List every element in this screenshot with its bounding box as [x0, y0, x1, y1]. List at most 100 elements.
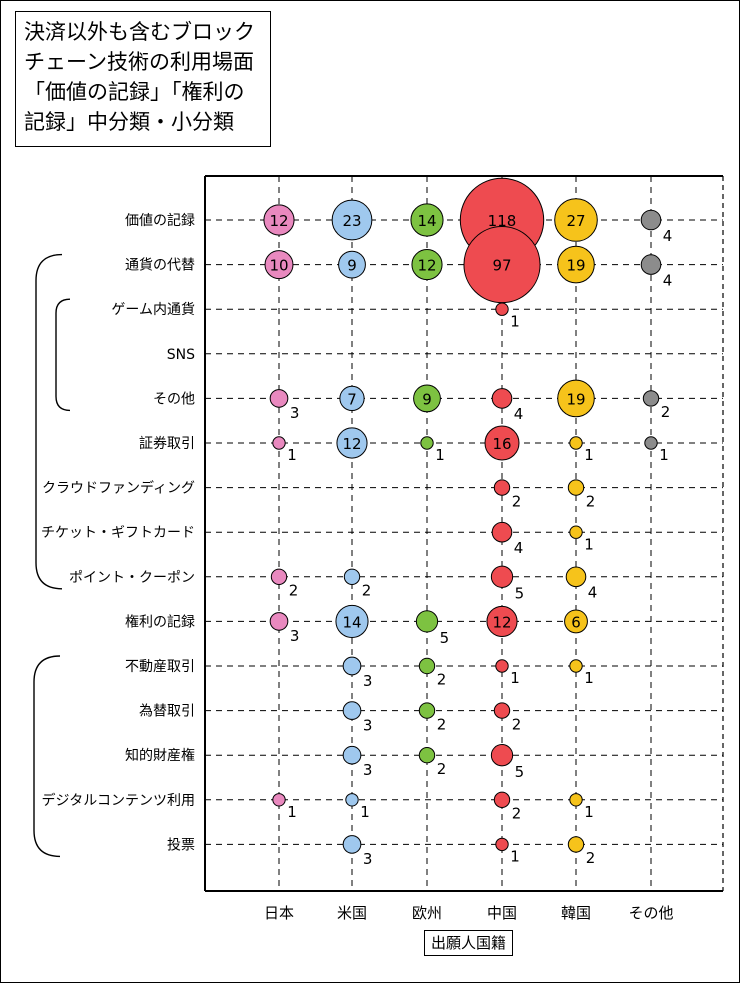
- data-bubble: [272, 793, 286, 807]
- data-bubble: [342, 656, 362, 676]
- data-label: 5: [440, 629, 450, 647]
- data-label: 1: [360, 803, 370, 821]
- data-label: 27: [566, 212, 585, 230]
- data-label: 23: [342, 212, 361, 230]
- data-label: 1: [659, 446, 669, 464]
- x-tick-label: 欧州: [412, 904, 442, 922]
- y-tick-label: 通貨の代替: [125, 257, 195, 274]
- data-bubble: [486, 605, 518, 637]
- data-label: 97: [492, 257, 511, 275]
- data-label: 2: [586, 849, 596, 867]
- data-bubble: [263, 204, 295, 236]
- data-bubble: [569, 659, 583, 673]
- data-bubble: [640, 209, 662, 231]
- data-bubble: [565, 566, 587, 588]
- data-label: 12: [417, 257, 436, 275]
- data-bubble: [644, 436, 658, 450]
- data-bubble: [493, 791, 511, 808]
- data-label: 12: [269, 212, 288, 230]
- data-bubble: [411, 249, 443, 281]
- data-bubble: [418, 657, 436, 675]
- data-bubble: [270, 568, 288, 585]
- data-label: 2: [512, 492, 522, 510]
- y-tick-label: 権利の記録: [125, 613, 195, 630]
- x-tick-label: 韓国: [561, 904, 591, 922]
- data-bubble: [557, 245, 595, 284]
- data-label: 1: [287, 803, 297, 821]
- data-label: 16: [492, 435, 511, 453]
- y-tick-label: 証券取引: [139, 436, 195, 452]
- data-bubble: [491, 521, 513, 543]
- y-tick-label: 投票: [167, 837, 195, 853]
- data-bubble: [413, 384, 441, 413]
- data-label: 2: [661, 403, 671, 421]
- data-bubble: [564, 609, 588, 634]
- data-bubble: [495, 837, 509, 852]
- data-label: 1: [584, 535, 594, 553]
- x-tick-label: その他: [628, 904, 673, 922]
- data-bubble: [642, 390, 660, 407]
- data-bubble: [484, 425, 520, 461]
- data-label: 1: [510, 669, 520, 687]
- data-bubble: [640, 254, 662, 275]
- data-label: 3: [290, 627, 300, 645]
- x-tick-label: 米国: [337, 904, 367, 922]
- data-label: 1: [584, 446, 594, 464]
- data-bubble: [264, 250, 294, 280]
- data-bubble: [569, 525, 583, 539]
- data-bubble: [557, 379, 595, 418]
- data-label: 2: [512, 715, 522, 733]
- data-label: 1: [584, 669, 594, 687]
- y-tick-label: ゲーム内通貨: [111, 301, 195, 318]
- data-bubble: [343, 568, 361, 585]
- data-bubble: [420, 436, 434, 450]
- data-label: 3: [290, 404, 300, 422]
- data-label: 1: [435, 446, 445, 464]
- data-label: 1: [510, 312, 520, 330]
- y-tick-label: クラウドファンディング: [42, 480, 195, 497]
- data-bubble: [331, 199, 373, 241]
- y-tick-label: 不動産取引: [125, 659, 195, 675]
- y-tick-label: SNS: [167, 347, 195, 363]
- data-label: 4: [514, 405, 524, 423]
- data-label: 1: [287, 446, 297, 464]
- data-label: 2: [586, 492, 596, 510]
- x-tick-label: 中国: [487, 904, 517, 922]
- data-label: 118: [488, 212, 517, 230]
- data-label: 3: [363, 850, 373, 868]
- data-bubble: [269, 389, 289, 408]
- data-bubble: [569, 793, 583, 807]
- data-label: 2: [362, 581, 372, 599]
- data-label: 2: [289, 581, 299, 599]
- data-bubble: [495, 302, 509, 316]
- data-label: 5: [515, 584, 525, 602]
- data-bubble: [335, 604, 369, 638]
- data-label: 1: [584, 803, 594, 821]
- data-bubble: [567, 836, 585, 853]
- data-label: 9: [422, 390, 432, 408]
- data-bubble: [336, 427, 368, 459]
- x-tick-label: 日本: [264, 904, 294, 922]
- data-bubble: [567, 479, 585, 496]
- y-tick-label: デジタルコンテンツ利用: [42, 792, 195, 809]
- y-tick-label: その他: [153, 391, 195, 407]
- data-bubble: [345, 793, 359, 807]
- x-axis-title: 出願人国籍: [424, 930, 514, 956]
- data-label: 3: [363, 761, 373, 779]
- data-label: 6: [571, 613, 581, 631]
- data-label: 12: [342, 435, 361, 453]
- category-bracket: [33, 655, 61, 858]
- data-label: 14: [417, 212, 436, 230]
- data-bubble: [490, 744, 514, 767]
- data-label: 2: [512, 804, 522, 822]
- data-label: 3: [363, 672, 373, 690]
- category-bracket: [55, 298, 71, 412]
- y-tick-label: チケット・ギフトカード: [41, 525, 195, 541]
- data-bubble: [418, 747, 436, 764]
- data-bubble: [410, 203, 444, 237]
- data-label: 4: [588, 584, 598, 602]
- data-bubble: [272, 436, 286, 450]
- data-label: 4: [663, 271, 673, 289]
